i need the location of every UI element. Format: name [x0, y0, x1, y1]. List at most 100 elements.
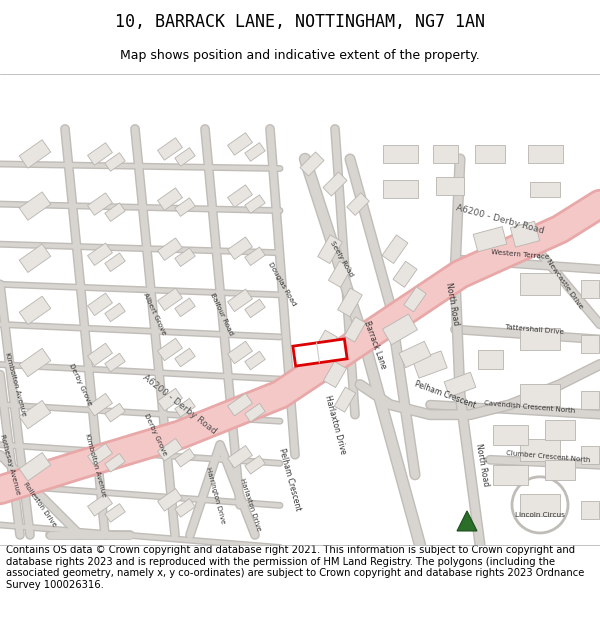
Bar [245, 142, 265, 161]
Text: Map shows position and indicative extent of the property.: Map shows position and indicative extent… [120, 49, 480, 62]
Text: North Road: North Road [474, 442, 490, 487]
Bar [317, 235, 343, 264]
Text: Kimbolton Avenue: Kimbolton Avenue [4, 352, 26, 417]
Text: Cavendish Crescent North: Cavendish Crescent North [484, 399, 576, 414]
Text: Seely Road: Seely Road [329, 241, 355, 278]
Bar [88, 243, 112, 266]
Bar [227, 289, 253, 312]
Text: Harlaxton Drive: Harlaxton Drive [323, 394, 347, 455]
Bar [105, 454, 125, 472]
Bar [245, 403, 265, 422]
Bar [323, 361, 347, 388]
Bar [227, 393, 253, 416]
Text: Derby Grove: Derby Grove [143, 412, 167, 457]
Bar [19, 140, 51, 168]
Bar [175, 348, 195, 367]
Text: Barrack Lane: Barrack Lane [362, 319, 388, 370]
Bar [473, 227, 507, 252]
Polygon shape [457, 511, 477, 531]
Bar [520, 328, 560, 351]
Text: Rolleston Drive: Rolleston Drive [22, 482, 58, 528]
Bar [88, 494, 112, 516]
Bar [175, 449, 195, 467]
Bar [88, 444, 112, 466]
Bar [19, 348, 51, 377]
Bar [158, 489, 182, 511]
Text: Albert Grove: Albert Grove [143, 292, 167, 336]
Text: Balfour Road: Balfour Road [209, 292, 235, 336]
Text: Derby Grove: Derby Grove [68, 362, 92, 407]
Bar [158, 388, 182, 411]
Bar [88, 343, 112, 366]
Bar [393, 261, 417, 288]
Bar [520, 384, 560, 406]
Bar [105, 504, 125, 522]
Bar [227, 237, 253, 259]
Bar [158, 138, 182, 160]
Bar [105, 203, 125, 221]
Text: North Road: North Road [444, 282, 460, 326]
Text: Clumber Crescent North: Clumber Crescent North [506, 450, 590, 463]
Bar [493, 465, 527, 485]
Bar [227, 341, 253, 364]
Bar [344, 317, 365, 342]
Text: A6200 - Derby Road: A6200 - Derby Road [455, 203, 545, 235]
Bar [88, 142, 112, 165]
Bar [338, 288, 362, 317]
Bar [383, 314, 418, 345]
Bar [175, 298, 195, 317]
Bar [444, 372, 476, 397]
Bar [175, 398, 195, 417]
Bar [175, 248, 195, 266]
Bar [245, 456, 265, 474]
Text: Harlaxton Drive: Harlaxton Drive [239, 478, 262, 532]
Bar [334, 387, 356, 412]
Bar [245, 351, 265, 370]
Bar [581, 501, 599, 519]
Text: 10, BARRACK LANE, NOTTINGHAM, NG7 1AN: 10, BARRACK LANE, NOTTINGHAM, NG7 1AN [115, 13, 485, 31]
Bar [19, 244, 51, 272]
Bar [347, 192, 370, 216]
Text: Pelham Crescent: Pelham Crescent [277, 448, 302, 512]
Text: Harrington Drive: Harrington Drive [205, 466, 226, 524]
Bar [581, 391, 599, 409]
Bar [520, 273, 560, 296]
Bar [227, 446, 253, 468]
Bar [581, 280, 599, 298]
Bar [300, 152, 324, 176]
Bar [88, 393, 112, 416]
Bar [383, 145, 418, 163]
Bar [404, 287, 426, 312]
Bar [399, 341, 431, 367]
Bar [105, 303, 125, 322]
Text: Kimbolton Avenue: Kimbolton Avenue [83, 432, 106, 498]
Bar [227, 185, 253, 208]
Bar [436, 177, 464, 195]
Bar [88, 293, 112, 316]
Bar [158, 238, 182, 261]
Bar [105, 353, 125, 372]
Bar [530, 181, 560, 197]
Bar [323, 172, 347, 196]
Bar [19, 452, 51, 481]
Bar [175, 499, 195, 517]
Bar [245, 195, 265, 213]
Bar [19, 296, 51, 324]
Bar [520, 439, 560, 461]
Bar [545, 460, 575, 480]
Bar [158, 288, 182, 311]
Bar [313, 330, 337, 359]
Bar [293, 339, 347, 366]
Bar [413, 351, 447, 378]
Text: Newcastle Drive: Newcastle Drive [545, 258, 584, 310]
Bar [158, 439, 182, 461]
Bar [158, 188, 182, 211]
Bar [105, 253, 125, 271]
Text: Pelham Crescent: Pelham Crescent [413, 379, 477, 410]
Text: Tattershall Drive: Tattershall Drive [505, 324, 565, 335]
Bar [383, 180, 418, 198]
Bar [545, 419, 575, 440]
Bar [227, 132, 253, 155]
Bar [245, 247, 265, 266]
Bar [328, 261, 352, 288]
